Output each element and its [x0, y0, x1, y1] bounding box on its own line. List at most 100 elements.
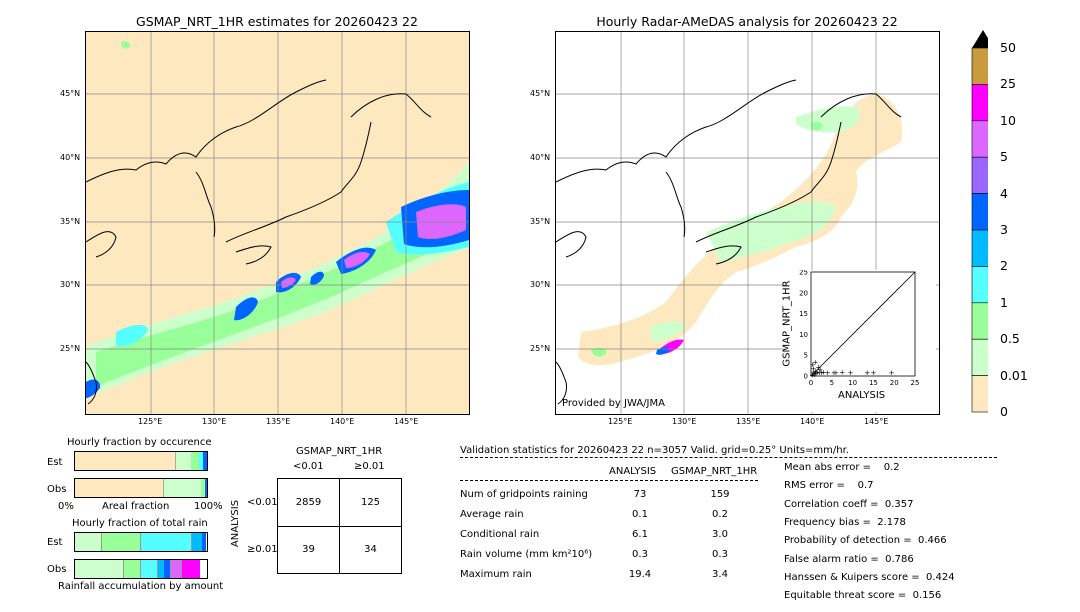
validation-row-label-0: Num of gridpoints raining — [460, 489, 588, 500]
scatter-plot: +++++++ ++++ ++ + + + + +++++ 00551010151520202… — [799, 269, 919, 388]
totalrain-est-seg1 — [75, 533, 102, 551]
colorbar-label-3: 3 — [1000, 222, 1008, 237]
right-lon-label-135: 135°E — [736, 417, 761, 426]
right-map-title: Hourly Radar-AMeDAS analysis for 2026042… — [596, 14, 898, 29]
totalrain-obs-seg3 — [141, 560, 158, 578]
scatter-point-20: + — [812, 358, 818, 366]
colorbar-label-5: 5 — [1000, 149, 1008, 165]
totalrain-est-seg4 — [192, 533, 202, 551]
validation-row-analysis-1: 0.1 — [632, 509, 648, 520]
scatter-point-3: + — [812, 368, 818, 376]
scatter-point-7: + — [816, 369, 822, 377]
contingency-cell-11: 34 — [364, 544, 377, 555]
occurrence-tick-0: 0% — [58, 501, 74, 512]
right-map: Provided by JWA/JMA + + + + + + + + + + + + + + + + + + + +… — [555, 31, 940, 415]
scatter-ytick-15: 15 — [799, 310, 808, 318]
colorbar-label-25: 25 — [1000, 76, 1016, 92]
scatter-point-0: + — [809, 371, 815, 379]
validation-table-rule — [460, 480, 758, 481]
validation-row-label-3: Rain volume (mm km²10⁶) — [460, 549, 593, 560]
left-lat-label-30: 30°N — [60, 280, 81, 289]
totalrain-est-bar — [74, 532, 208, 552]
validation-col-analysis: ANALYSIS — [609, 466, 657, 477]
colorbar-band-5 — [971, 229, 995, 267]
scatter-point-21: + — [817, 366, 823, 374]
scatter-point-18: + — [816, 363, 822, 371]
right-map-credit: Provided by JWA/JMA — [562, 398, 665, 409]
validation-score-2: Correlation coeff = 0.357 — [784, 498, 914, 510]
colorbar-label-0.01: 0.01 — [1000, 367, 1028, 383]
scatter-point-8: + — [818, 369, 824, 377]
colorbar-svg — [971, 30, 995, 413]
occurrence-est-bar — [74, 451, 208, 471]
validation-row-gsmap-0: 159 — [710, 489, 730, 500]
occurrence-est-seg-light — [175, 452, 192, 470]
scatter-point-5: + — [814, 368, 820, 376]
validation-score-5: False alarm ratio = 0.786 — [784, 553, 914, 565]
colorbar-label-0: 0 — [1000, 404, 1008, 419]
totalrain-xlabel: Rainfall accumulation by amount — [58, 581, 224, 592]
validation-row-gsmap-2: 3.0 — [712, 529, 728, 540]
scatter-xtick-5: 5 — [830, 379, 834, 387]
left-lon-label-145: 145°E — [394, 417, 419, 426]
occurrence-xlabel: Areal fraction — [102, 501, 170, 512]
right-lat-label-45: 45°N — [530, 89, 551, 98]
colorbar-band-7 — [971, 302, 995, 340]
scatter-point-15: + — [864, 369, 870, 377]
occurrence-est-label: Est — [47, 457, 63, 468]
scatter-xlabel: ANALYSIS — [838, 390, 886, 401]
occurrence-obs-seg-blue — [205, 479, 207, 497]
colorbar-band-2 — [971, 120, 995, 158]
contingency-cell-00: 2859 — [295, 497, 322, 508]
right-lat-label-40: 40°N — [530, 153, 551, 162]
scatter-xtick-10: 10 — [848, 379, 857, 387]
right-lat-label-25: 25°N — [530, 344, 551, 353]
contingency-title: GSMAP_NRT_1HR — [296, 446, 383, 457]
contingency-row-ge: ≥0.01 — [247, 544, 278, 555]
scatter-point-10: + — [825, 369, 831, 377]
totalrain-obs-seg4 — [158, 560, 164, 578]
right-lat-label-30: 30°N — [530, 280, 551, 289]
validation-score-6: Hanssen & Kuipers score = 0.424 — [784, 571, 955, 583]
validation-row-analysis-4: 19.4 — [628, 569, 652, 580]
occurrence-title: Hourly fraction by occurence — [67, 437, 212, 448]
validation-row-analysis-2: 6.1 — [632, 529, 648, 540]
scatter-xtick-0: 0 — [809, 379, 813, 387]
scatter-xtick-15: 15 — [869, 379, 878, 387]
contingency-row-lt: <0.01 — [247, 497, 278, 508]
scatter-point-19: + — [810, 361, 816, 369]
validation-row-label-1: Average rain — [460, 509, 524, 520]
validation-score-7: Equitable threat score = 0.156 — [784, 590, 942, 602]
validation-score-3: Frequency bias = 2.178 — [784, 516, 906, 528]
occurrence-est-seg-blue — [203, 452, 207, 470]
left-coastline — [86, 79, 432, 405]
colorbar-band-0 — [971, 47, 995, 85]
occurrence-obs-bar — [74, 478, 208, 498]
left-lat-label-40: 40°N — [60, 153, 81, 162]
scatter-ytick-25: 25 — [799, 270, 808, 277]
scatter-point-1: + — [810, 369, 816, 377]
validation-row-gsmap-4: 3.4 — [712, 569, 728, 580]
validation-row-gsmap-1: 0.2 — [712, 509, 728, 520]
colorbar-label-10: 10 — [1000, 112, 1016, 128]
scatter-point-12: + — [833, 369, 839, 377]
occurrence-obs-seg-light — [163, 479, 202, 497]
validation-score-0: Mean abs error = 0.2 — [784, 462, 900, 473]
right-lon-label-130: 130°E — [672, 417, 697, 426]
left-map-svg — [86, 32, 469, 414]
validation-row-label-4: Maximum rain — [460, 569, 532, 580]
totalrain-est-seg3 — [141, 533, 192, 551]
colorbar-label-4: 4 — [1000, 185, 1008, 201]
totalrain-obs-seg6 — [171, 560, 182, 578]
totalrain-est-label: Est — [47, 537, 63, 548]
validation-row-analysis-3: 0.3 — [632, 549, 648, 560]
scatter-inset: + + + + + + + + + + + + + + + + + + + + + + 0 0 5 5 10 10 15 15 20 20 2… — [782, 269, 936, 412]
colorbar-label-50: 50 — [1000, 40, 1016, 55]
colorbar: 50 25 10 5 4 3 2 1 0.5 0.01 0 — [962, 28, 1032, 419]
left-rain-band — [86, 41, 469, 398]
totalrain-obs-bar — [74, 559, 208, 579]
right-map-svg — [556, 32, 939, 414]
left-grid — [86, 32, 469, 414]
scatter-point-11: + — [831, 369, 837, 377]
left-lat-label-45: 45°N — [60, 89, 81, 98]
